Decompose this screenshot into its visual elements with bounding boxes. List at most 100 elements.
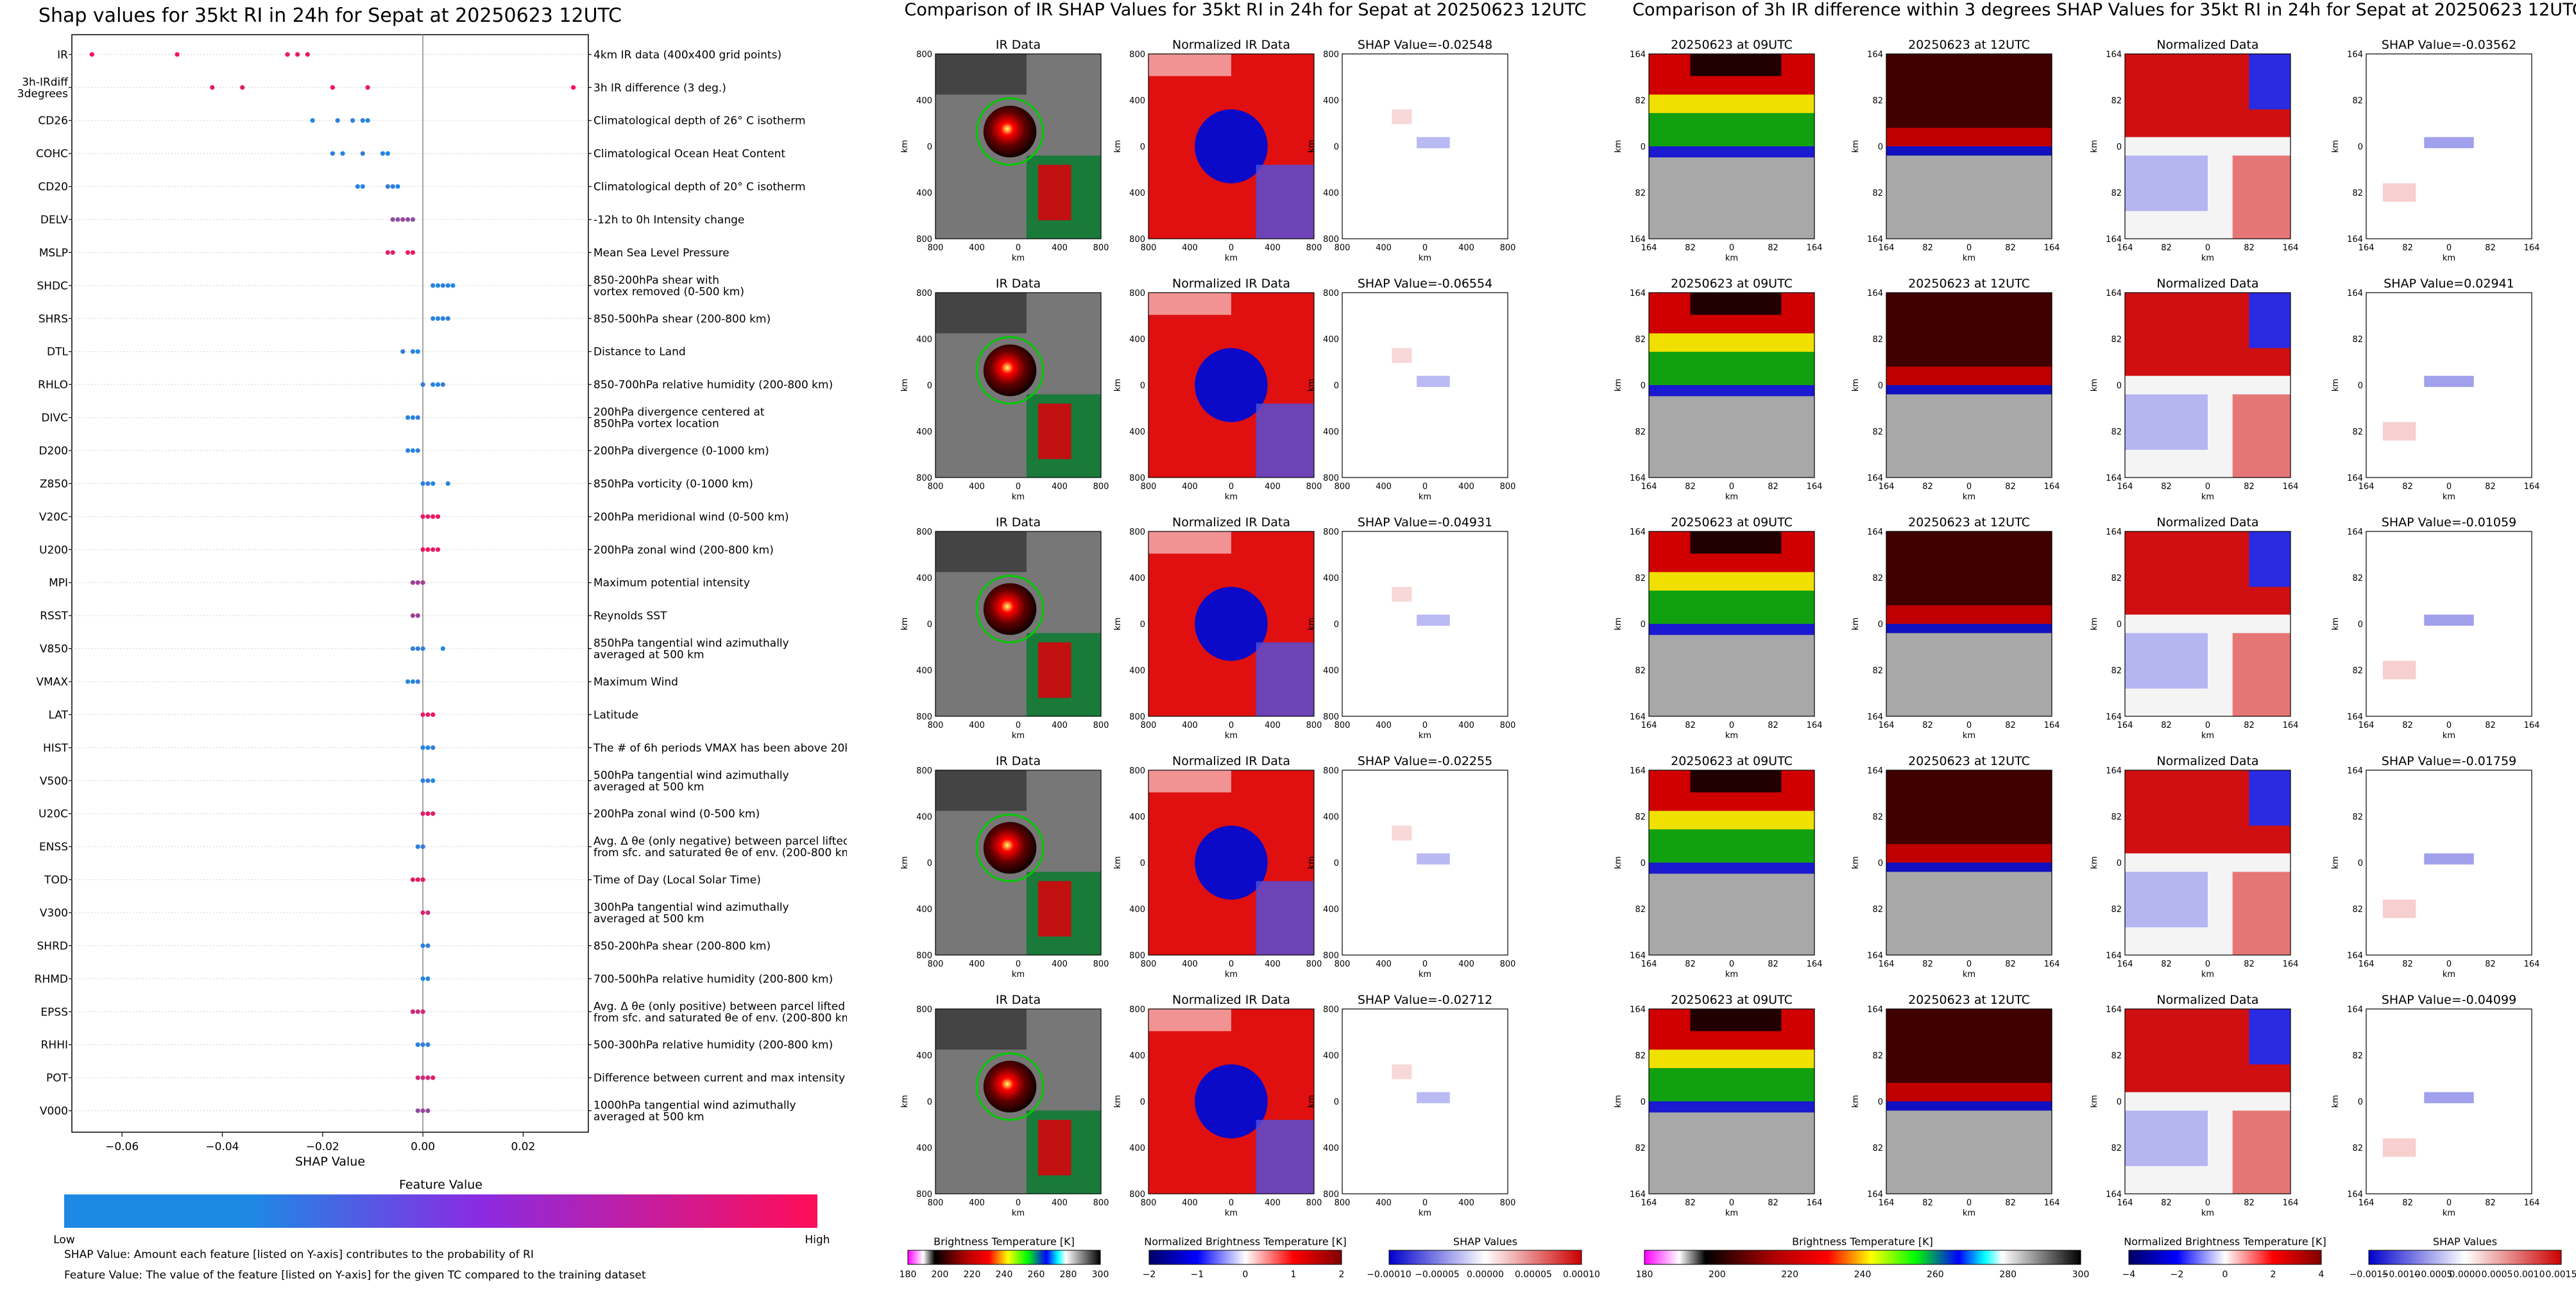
dshap-pos-feature — [2383, 900, 2416, 918]
x-tick-label: 0 — [1016, 482, 1021, 492]
feature-description-line: Difference between current and max inten… — [593, 1072, 845, 1085]
feature-description-line: averaged at 500 km — [593, 1111, 704, 1124]
feature-description-line: 850-200hPa shear (200-800 km) — [593, 940, 771, 952]
x-tick-label: 82 — [2402, 482, 2413, 492]
colorbar-tick-label: 260 — [1028, 1270, 1045, 1280]
y-tick-label: 82 — [1635, 335, 1646, 345]
y-axis-label: km — [2331, 1095, 2341, 1108]
y-tick-label: 0 — [1878, 142, 1883, 152]
y-tick-label: 400 — [1323, 666, 1339, 676]
colorbar-tick-label: 260 — [1927, 1270, 1944, 1280]
x-tick-label: 0 — [2446, 243, 2452, 253]
feature-description: Climatological depth of 26° C isotherm — [593, 115, 806, 128]
feature-description: Maximum potential intensity — [593, 577, 750, 590]
feature-name-line: Z850 — [40, 478, 68, 490]
y-tick-label: 82 — [1872, 813, 1883, 822]
colorbar-gradient — [908, 1250, 1100, 1264]
colorbar-tick-label: 0.0010 — [2514, 1270, 2545, 1280]
image-panel — [1148, 293, 1314, 478]
y-tick-label: 400 — [1129, 666, 1145, 676]
shap-point — [175, 52, 180, 56]
y-tick-label: 800 — [916, 235, 932, 245]
norm-cold-band — [1256, 404, 1314, 478]
nd-cool-area — [2125, 1110, 2208, 1166]
shap-pos-feature — [1392, 1064, 1412, 1079]
y-tick-label: 400 — [1129, 574, 1145, 583]
shap-pos-feature — [1392, 109, 1412, 124]
feature-name-label: RSST — [40, 610, 68, 623]
x-tick-label: 164 — [2283, 721, 2299, 730]
image-panel — [1649, 770, 1814, 955]
nd-warm-area — [2233, 1110, 2290, 1194]
x-tick-label: 82 — [2005, 721, 2016, 730]
feature-name-line: DIVC — [41, 412, 68, 425]
x-tick-label: 400 — [1458, 243, 1474, 253]
y-tick-label: 400 — [1323, 813, 1339, 822]
feature-description-line: averaged at 500 km — [593, 649, 704, 662]
feature-description: 700-500hPa relative humidity (200-800 km… — [593, 973, 833, 986]
x-axis-label: km — [1963, 1209, 1975, 1218]
image-grids-panel: Comparison of IR SHAP Values for 35kt RI… — [847, 0, 2576, 1289]
y-tick-label: 800 — [916, 712, 932, 722]
y-tick-label: 164 — [2106, 712, 2122, 722]
y-tick-label: 82 — [2111, 905, 2122, 915]
feature-name-label: HIST — [43, 742, 69, 755]
feature-description: -12h to 0h Intensity change — [593, 214, 744, 227]
shap-point — [425, 712, 430, 717]
y-axis-label: km — [2331, 140, 2341, 153]
norm-cold-band — [1256, 1120, 1314, 1194]
shap-point — [431, 283, 435, 288]
y-tick-label: 0 — [1641, 859, 1646, 868]
shap-point — [400, 349, 405, 354]
y-tick-label: 0 — [2358, 620, 2363, 630]
shap-summary-plot: Shap values for 35kt RI in 24h for Sepat… — [0, 0, 847, 1289]
shap-point — [420, 1042, 425, 1047]
shap-point — [400, 217, 405, 221]
panel-title: 20250623 at 12UTC — [1908, 754, 2030, 768]
x-tick-label: 164 — [2524, 482, 2540, 492]
shap-point — [391, 184, 395, 189]
image-panel — [1649, 1009, 1814, 1194]
colorbar-tick-label: 280 — [1999, 1270, 2017, 1280]
feature-description-line: vortex removed (0-500 km) — [593, 286, 744, 298]
feature-description-line: 200hPa divergence centered at — [593, 406, 765, 419]
y-tick-label: 0 — [2358, 381, 2363, 391]
x-axis-label: km — [2443, 492, 2455, 502]
y-tick-label: 400 — [1323, 905, 1339, 915]
x-tick-label: 400 — [1052, 1198, 1068, 1208]
x-tick-label: 0 — [2205, 482, 2210, 492]
x-tick-label: 164 — [2117, 721, 2133, 730]
panel-title: IR Data — [996, 277, 1041, 291]
x-tick-label: 0 — [1016, 721, 1021, 730]
x-tick-label: 164 — [2524, 243, 2540, 253]
feature-description-line: 500-300hPa relative humidity (200-800 km… — [593, 1039, 833, 1052]
x-tick-label: 82 — [2161, 960, 2172, 969]
ir-cloud — [935, 531, 1027, 572]
y-tick-label: 800 — [1323, 1190, 1339, 1200]
y-axis-label: km — [1113, 379, 1123, 392]
y-tick-label: 164 — [2347, 289, 2363, 298]
feature-description-line: Climatological depth of 20° C isotherm — [593, 181, 806, 194]
y-tick-label: 800 — [916, 50, 932, 60]
feature-name-label: COHC — [36, 148, 68, 160]
shap-point — [420, 943, 425, 948]
x-tick-label: 0 — [1729, 243, 1734, 253]
shap-point — [420, 811, 425, 816]
panel-title: SHAP Value=-0.02548 — [1358, 38, 1492, 52]
panel-title: SHAP Value=-0.03562 — [2382, 38, 2516, 52]
y-tick-label: 82 — [1872, 335, 1883, 345]
colorbar-tick-label: −0.0005 — [2414, 1270, 2453, 1280]
feature-description-line: 850hPa tangential wind azimuthally — [593, 637, 789, 650]
feature-name-label: RHMD — [35, 973, 68, 986]
x-tick-label: 164 — [2044, 482, 2060, 492]
norm-warm-band — [1148, 1009, 1231, 1031]
x-tick-label: 82 — [2005, 1198, 2016, 1208]
y-axis-label: km — [1614, 617, 1623, 630]
colorbar: Normalized Brightness Temperature [K]−2−… — [1143, 1236, 1347, 1280]
y-axis-label: km — [1113, 856, 1123, 869]
image-panel — [1342, 1009, 1508, 1194]
colorbar-tick-label: −0.00010 — [1367, 1270, 1412, 1280]
x-tick-label: 0 — [1422, 960, 1428, 969]
image-panel — [1342, 531, 1508, 716]
